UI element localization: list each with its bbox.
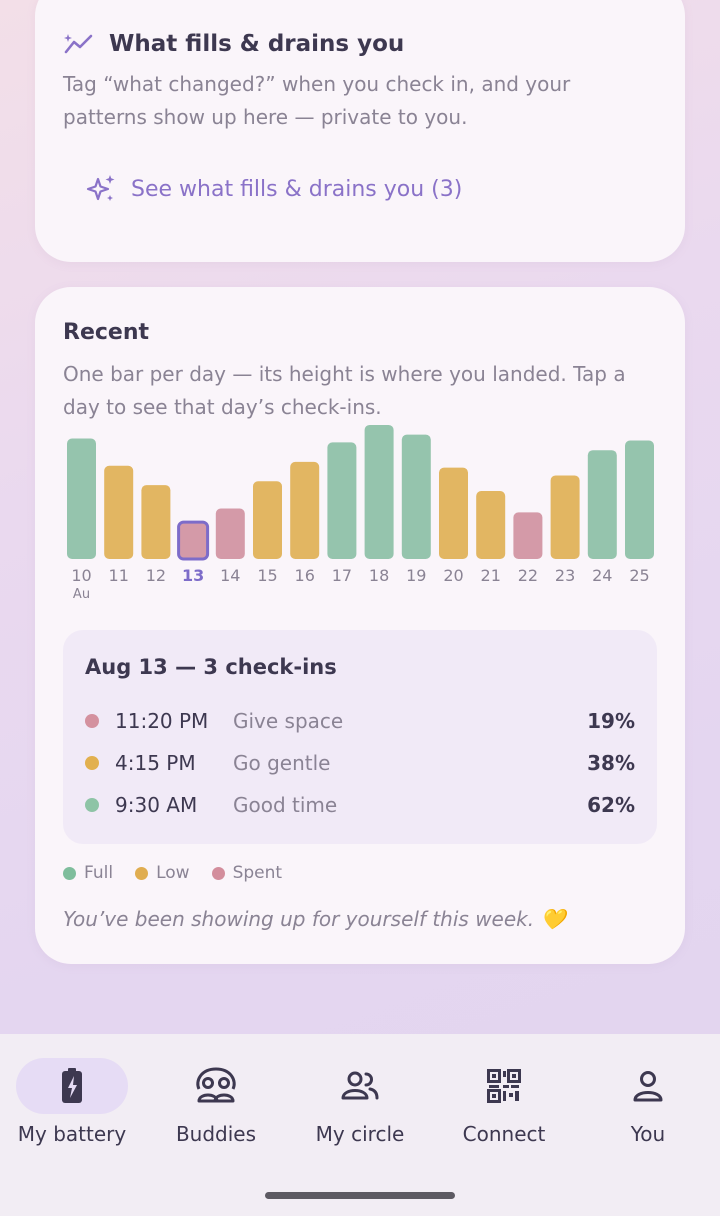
legend-dot-full xyxy=(63,866,76,880)
legend-dot-low xyxy=(135,866,149,880)
chart-day-label: 22 xyxy=(518,566,538,585)
chart-day-label: 17 xyxy=(332,566,352,585)
nav-you[interactable]: You xyxy=(576,1058,720,1146)
legend-item-low: Low xyxy=(135,863,190,883)
nav-label: My battery xyxy=(17,1122,127,1146)
encouragement-text: You’ve been showing up for yourself this… xyxy=(63,907,566,931)
checkin-level-dot xyxy=(85,714,99,728)
chart-day-label: 13 xyxy=(182,566,204,585)
chart-day-label: 24 xyxy=(592,566,612,585)
checkin-level-dot xyxy=(85,798,99,812)
chart-day-label: 25 xyxy=(629,566,649,585)
chart-bar-day-13[interactable] xyxy=(177,520,210,561)
checkin-label: Go gentle xyxy=(233,751,331,775)
chart-bar-day-10[interactable] xyxy=(67,438,96,559)
recent-description: One bar per day — its height is where yo… xyxy=(63,362,626,419)
legend-label-low: Low xyxy=(156,863,190,883)
chart-day-label: 21 xyxy=(481,566,501,585)
chart-legend: Full Low Spent xyxy=(63,863,304,883)
chart-day-label: 14 xyxy=(220,566,240,585)
chart-day-label: 15 xyxy=(257,566,277,585)
checkin-percent: 38% xyxy=(587,751,635,775)
chart-bar-day-14[interactable] xyxy=(215,508,245,559)
chart-day-label: 19 xyxy=(406,566,426,585)
circle-people-icon xyxy=(341,1071,379,1100)
chart-bar-day-12[interactable] xyxy=(141,485,171,559)
checkin-time: 11:20 PM xyxy=(115,709,209,733)
chart-day-label: 18 xyxy=(369,566,389,585)
chart-bar-day-21[interactable] xyxy=(476,491,506,559)
recent-card: Recent One bar per day — its height is w… xyxy=(35,287,685,964)
chart-day-label: 23 xyxy=(555,566,575,585)
chart-day-label: 12 xyxy=(146,566,166,585)
checkin-time: 9:30 AM xyxy=(115,793,198,817)
nav-icon-container xyxy=(448,1058,560,1114)
legend-label-spent: Spent xyxy=(232,863,283,883)
legend-dot-spent xyxy=(211,866,225,880)
checkin-row[interactable]: 4:15 PM Go gentle 38% xyxy=(85,748,635,778)
see-fills-drains-link[interactable]: See what fills & drains you (3) xyxy=(85,173,462,205)
checkin-time: 4:15 PM xyxy=(115,751,196,775)
chart-bar-day-18[interactable] xyxy=(364,424,394,559)
nav-label: You xyxy=(630,1122,666,1146)
nav-connect[interactable]: Connect xyxy=(432,1058,576,1146)
chart-bar-day-16[interactable] xyxy=(290,461,320,559)
nav-icon-container xyxy=(304,1058,416,1114)
chart-bar-day-19[interactable] xyxy=(401,434,431,559)
chart-bar-day-23[interactable] xyxy=(550,475,580,559)
checkin-level-dot xyxy=(85,756,99,770)
chart-bar-day-22[interactable] xyxy=(513,512,543,559)
bottom-navigation: My battery Buddies My circle xyxy=(0,1034,720,1216)
checkin-label: Good time xyxy=(233,793,338,817)
chart-bar-day-17[interactable] xyxy=(327,442,357,559)
chart-month-label: Au xyxy=(73,587,90,602)
chart-day-label: 20 xyxy=(443,566,463,585)
chart-day-label: 10 xyxy=(71,566,91,585)
sparkles-icon xyxy=(86,175,115,201)
checkin-row[interactable]: 11:20 PM Give space 19% xyxy=(85,706,635,736)
recent-title: Recent xyxy=(63,320,150,345)
chart-bar-day-15[interactable] xyxy=(253,481,282,559)
checkin-row[interactable]: 9:30 AM Good time 62% xyxy=(85,790,635,820)
legend-item-spent: Spent xyxy=(211,863,283,883)
fills-title-row: What fills & drains you xyxy=(63,30,404,58)
nav-icon-container xyxy=(160,1058,272,1114)
fills-drains-card: What fills & drains you Tag “what change… xyxy=(35,0,685,262)
chart-bar-day-20[interactable] xyxy=(439,467,468,559)
nav-label: Connect xyxy=(462,1122,546,1146)
chart-bar-day-25[interactable] xyxy=(625,440,654,559)
fills-description: Tag “what changed?” when you check in, a… xyxy=(63,72,571,129)
chart-day-label: 11 xyxy=(109,566,129,585)
chart-bar-day-24[interactable] xyxy=(587,450,617,559)
nav-label: Buddies xyxy=(175,1122,257,1146)
nav-my-circle[interactable]: My circle xyxy=(288,1058,432,1146)
checkin-label: Give space xyxy=(233,709,344,733)
day-detail-title: Aug 13 — 3 check-ins xyxy=(85,655,337,679)
nav-my-battery[interactable]: My battery xyxy=(0,1058,144,1146)
see-fills-drains-label: See what fills & drains you (3) xyxy=(131,176,463,202)
trend-sparkle-icon xyxy=(64,34,93,54)
chart-bar-day-11[interactable] xyxy=(104,465,134,559)
checkin-percent: 19% xyxy=(587,709,635,733)
buddies-icon xyxy=(196,1067,236,1103)
fills-title: What fills & drains you xyxy=(109,31,405,57)
day-detail-panel: Aug 13 — 3 check-ins 11:20 PM Give space… xyxy=(63,630,657,844)
qr-code-icon xyxy=(487,1069,521,1103)
legend-label-full: Full xyxy=(84,863,114,883)
daily-battery-chart: 10 11 12 13 14 15 16 17 18 19 20 21 22 23 24 25 Au xyxy=(67,424,654,602)
battery-icon xyxy=(62,1068,82,1103)
profile-icon xyxy=(633,1071,663,1102)
nav-label: My circle xyxy=(315,1122,405,1146)
nav-icon-container xyxy=(16,1058,128,1114)
nav-buddies[interactable]: Buddies xyxy=(144,1058,288,1146)
nav-icon-container xyxy=(592,1058,704,1114)
home-indicator[interactable] xyxy=(265,1192,455,1199)
legend-item-full: Full xyxy=(63,863,113,883)
chart-day-label: 16 xyxy=(295,566,315,585)
checkin-percent: 62% xyxy=(587,793,635,817)
